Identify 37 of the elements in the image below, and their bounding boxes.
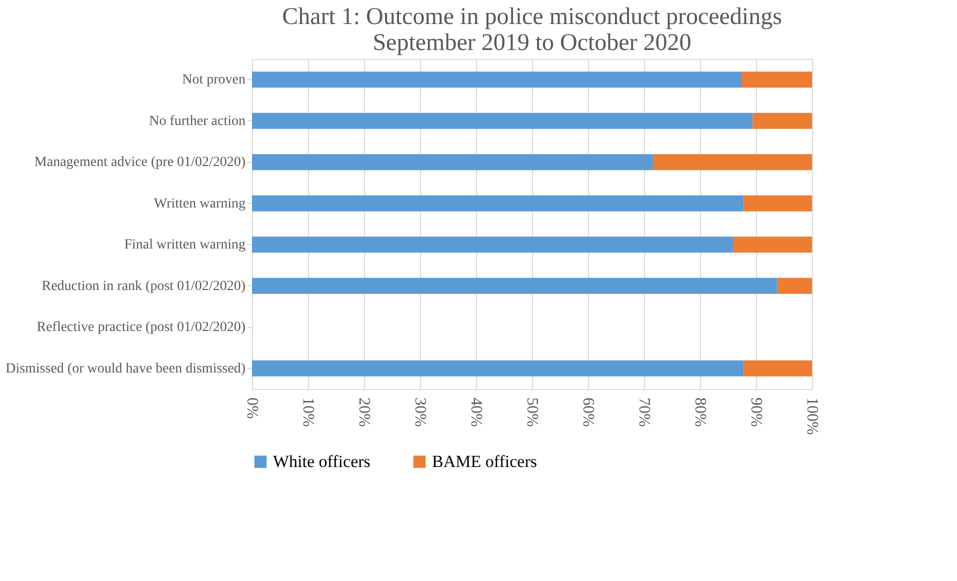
x-tick-label: 20%	[356, 398, 372, 427]
y-tick-label: Reflective practice (post 01/02/2020)	[36, 320, 246, 336]
x-tick-label: 50%	[524, 398, 540, 427]
bar	[252, 360, 744, 376]
text: Chart 1: Outcome in police misconduct proceedings	[282, 4, 782, 30]
x-tick-label: 70%	[636, 398, 652, 427]
legend-label: White officers	[273, 452, 370, 471]
bar	[777, 278, 812, 294]
x-tick-label: 90%	[748, 398, 764, 427]
y-tick-label: Reduction in rank (post 01/02/2020)	[42, 278, 246, 294]
bar	[733, 236, 812, 253]
y-tick-label: Dismissed (or would have been dismissed)	[6, 361, 246, 376]
legend-label: BAME officers	[432, 452, 537, 471]
x-tick-label: 60%	[580, 398, 596, 427]
x-tick-label: 10%	[300, 398, 316, 427]
x-tick-label: 80%	[692, 398, 708, 427]
bar	[742, 72, 812, 88]
x-tick-label: 0%	[244, 398, 260, 419]
bar	[752, 112, 812, 129]
bar	[252, 278, 778, 294]
text: September 2019 to October 2020	[372, 30, 692, 56]
bar	[252, 195, 744, 212]
x-tick-label: 100%	[804, 398, 820, 435]
bar	[744, 195, 812, 212]
bar	[744, 360, 812, 376]
y-tick-label: No further action	[149, 114, 246, 129]
bar	[652, 154, 812, 170]
bar	[252, 112, 753, 129]
y-tick-label: Final written warning	[124, 238, 246, 253]
x-tick-label: 30%	[412, 398, 428, 427]
y-tick-label: Management advice (pre 01/02/2020)	[34, 155, 246, 170]
y-tick-label: Not proven	[182, 72, 246, 88]
x-tick-label: 40%	[468, 398, 484, 427]
y-tick-label: Written warning	[154, 196, 246, 212]
bar	[252, 154, 653, 170]
bar	[252, 236, 734, 253]
bar	[252, 72, 742, 88]
